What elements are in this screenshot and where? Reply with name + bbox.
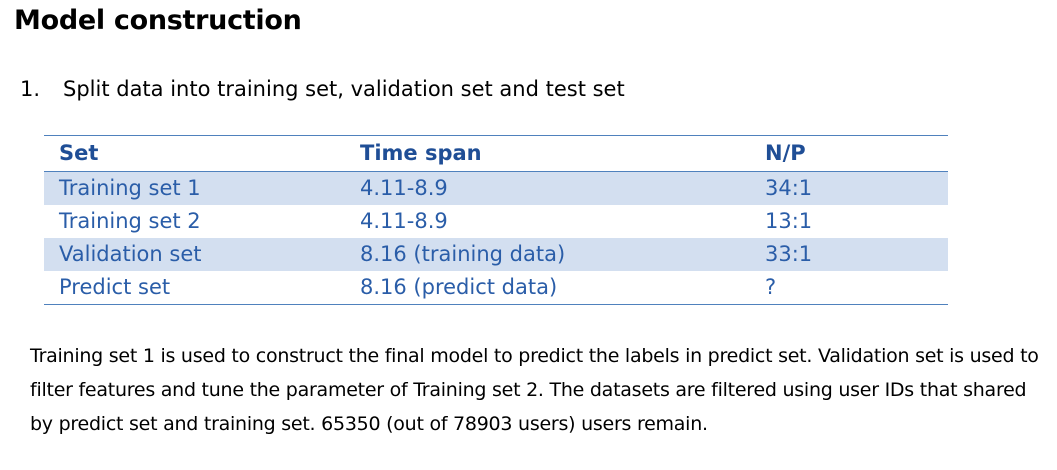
cell-time-span: 4.11-8.9 bbox=[360, 209, 448, 233]
step-text: Split data into training set, validation… bbox=[63, 77, 625, 101]
cell-set: Training set 2 bbox=[59, 209, 201, 233]
cell-np: 13:1 bbox=[765, 209, 813, 233]
cell-set: Validation set bbox=[44, 238, 345, 271]
step-number: 1. bbox=[20, 77, 41, 101]
header-np: N/P bbox=[750, 136, 948, 172]
cell-np: 33:1 bbox=[750, 238, 948, 271]
step-item: 1. Split data into training set, validat… bbox=[20, 74, 625, 104]
cell-time-span: 4.11-8.9 bbox=[345, 171, 750, 205]
table-row: Training set 1 4.11-8.9 34:1 bbox=[44, 171, 948, 205]
description-paragraph: Training set 1 is used to construct the … bbox=[30, 345, 1039, 435]
table-row: Predict set 8.16 (predict data) ? bbox=[44, 271, 948, 304]
table-row: Validation set 8.16 (training data) 33:1 bbox=[44, 238, 948, 271]
header-time-span: Time span bbox=[345, 136, 750, 172]
table-header-row: Set Time span N/P bbox=[44, 136, 948, 172]
header-set: Set bbox=[44, 136, 345, 172]
cell-set: Predict set bbox=[59, 275, 171, 299]
page-title: Model construction bbox=[14, 5, 302, 36]
cell-np: ? bbox=[765, 275, 777, 299]
table-row: Training set 2 4.11-8.9 13:1 bbox=[44, 205, 948, 238]
cell-time-span: 8.16 (predict data) bbox=[360, 275, 558, 299]
cell-np: 34:1 bbox=[750, 171, 948, 205]
data-split-table: Set Time span N/P Training set 1 4.11-8.… bbox=[44, 135, 948, 305]
cell-set: Training set 1 bbox=[44, 171, 345, 205]
cell-time-span: 8.16 (training data) bbox=[345, 238, 750, 271]
